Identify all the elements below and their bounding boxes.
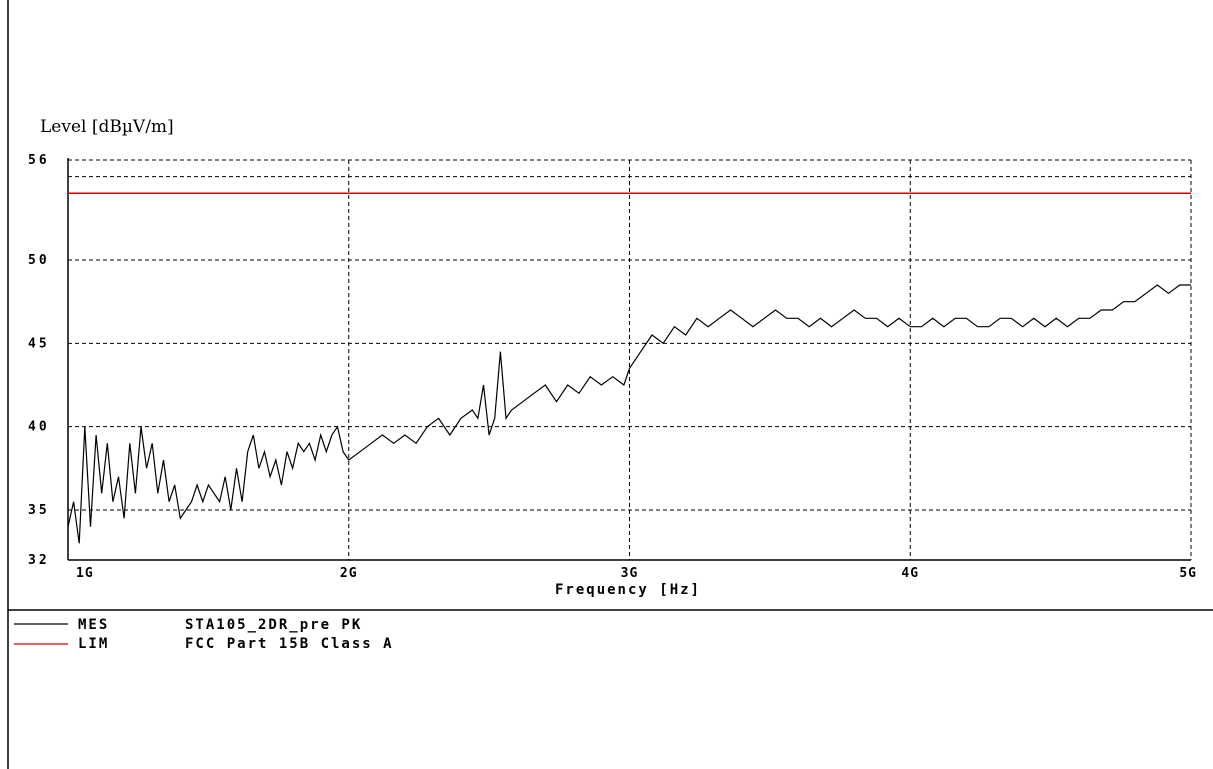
y-tick-label-32: 32 xyxy=(28,553,50,568)
x-tick-label-3G: 3G xyxy=(621,566,639,581)
x-tick-label-1G: 1G xyxy=(76,566,94,581)
tick-labels: 56 50 45 40 35 32 1G 2G 3G 4G 5G xyxy=(28,153,1197,581)
x-tick-label-2G: 2G xyxy=(340,566,358,581)
y-tick-label-56: 56 xyxy=(28,153,50,168)
x-tick-label-4G: 4G xyxy=(901,566,919,581)
x-tick-label-5G: 5G xyxy=(1179,566,1197,581)
series-line-mes xyxy=(67,284,1191,544)
y-tick-label-45: 45 xyxy=(28,336,50,351)
grid xyxy=(67,158,1192,561)
legend-tag-mes: MES xyxy=(78,617,109,633)
x-axis-label: Frequency [Hz] xyxy=(555,582,701,598)
y-tick-label-40: 40 xyxy=(28,420,50,435)
y-axis-label: Level [dBµV/m] xyxy=(40,117,174,137)
legend-desc-mes: STA105_2DR_pre PK xyxy=(185,617,362,633)
series xyxy=(67,192,1191,544)
legend-entry-lim: LIM FCC Part 15B Class A xyxy=(14,636,394,652)
legend-desc-lim: FCC Part 15B Class A xyxy=(185,636,394,652)
legend-tag-lim: LIM xyxy=(78,636,109,652)
legend: MES STA105_2DR_pre PK LIM FCC Part 15B C… xyxy=(14,617,394,652)
y-tick-label-50: 50 xyxy=(28,253,50,268)
legend-entry-mes: MES STA105_2DR_pre PK xyxy=(14,617,362,633)
y-tick-label-35: 35 xyxy=(28,503,50,518)
